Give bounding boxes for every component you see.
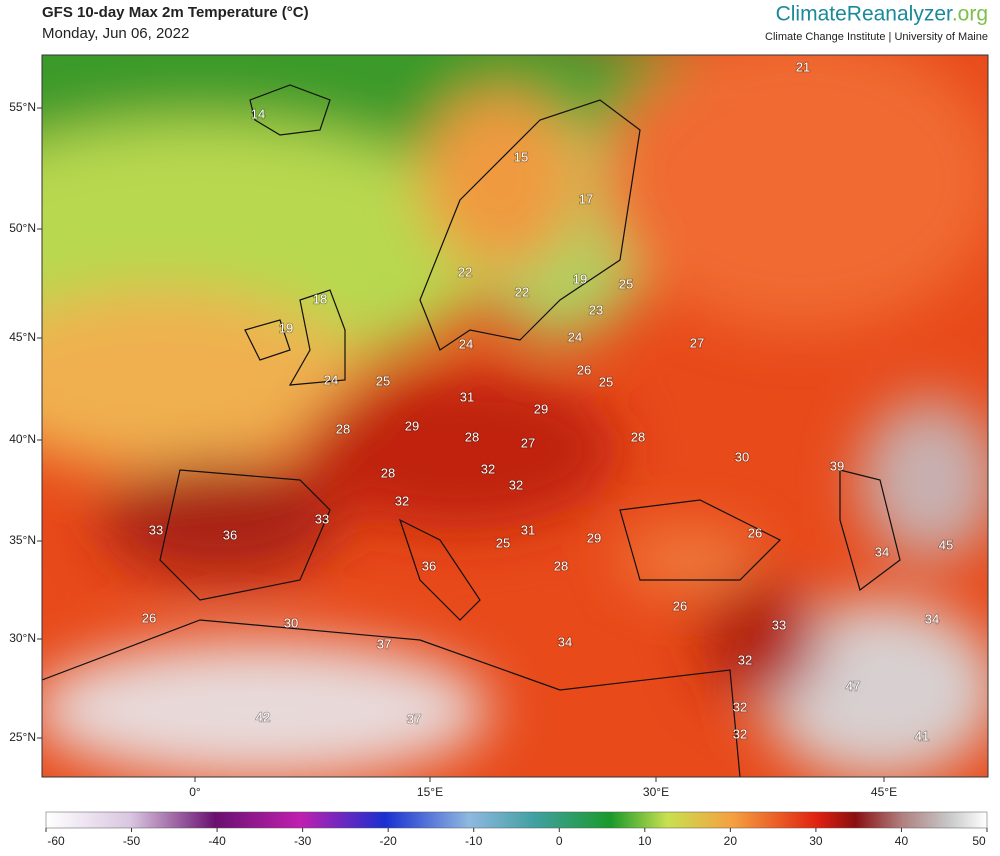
- lat-label: 40°N: [9, 432, 36, 446]
- lat-label: 30°N: [9, 631, 36, 645]
- temperature-label: 30: [284, 615, 298, 630]
- temperature-label: 24: [568, 329, 582, 344]
- temperature-label: 29: [587, 530, 601, 545]
- coastlines: [42, 84, 901, 777]
- temperature-label: 27: [521, 435, 535, 450]
- colorbar-label: -20: [380, 834, 398, 848]
- title: GFS 10-day Max 2m Temperature (°C): [42, 4, 309, 21]
- lon-label: 30°E: [643, 785, 669, 799]
- lon-label: 0°: [189, 785, 201, 799]
- temperature-label: 24: [324, 372, 338, 387]
- colorbar-label: -50: [123, 834, 141, 848]
- temperature-label: 28: [465, 429, 479, 444]
- colorbar-label: -40: [208, 834, 226, 848]
- temperature-label: 28: [631, 429, 645, 444]
- colorbar-label: -10: [465, 834, 483, 848]
- temperature-label: 29: [405, 418, 419, 433]
- lon-label: 15°E: [417, 785, 443, 799]
- temperature-label: 28: [554, 558, 568, 573]
- brand: ClimateReanalyzer: [776, 3, 953, 26]
- temperature-label: 27: [690, 335, 704, 350]
- temperature-label: 25: [376, 373, 390, 388]
- temperature-label: 36: [422, 558, 436, 573]
- temperature-label: 32: [481, 461, 495, 476]
- temperature-label: 32: [509, 477, 523, 492]
- temperature-label: 24: [459, 336, 473, 351]
- temperature-label: 30: [735, 449, 749, 464]
- lat-label: 55°N: [9, 100, 36, 114]
- temperature-label: 42: [256, 709, 270, 724]
- temperature-label: 34: [558, 634, 572, 649]
- lat-label: 50°N: [9, 221, 36, 235]
- temperature-label: 29: [534, 401, 548, 416]
- temperature-label: 31: [460, 389, 474, 404]
- colorbar-label: 40: [895, 834, 909, 848]
- temperature-label: 21: [796, 59, 810, 74]
- date: Monday, Jun 06, 2022: [42, 25, 189, 42]
- colorbar-label: 0: [556, 834, 563, 848]
- temperature-label: 23: [589, 302, 603, 317]
- temperature-label: 36: [223, 527, 237, 542]
- temperature-label: 22: [515, 284, 529, 299]
- temperature-label: 33: [772, 617, 786, 632]
- temperature-label: 37: [407, 711, 421, 726]
- temperature-label: 39: [830, 458, 844, 473]
- temperature-label: 34: [875, 544, 889, 559]
- temperature-label: 25: [619, 276, 633, 291]
- temperature-label: 33: [315, 511, 329, 526]
- lat-label: 35°N: [9, 533, 36, 547]
- colorbar-label: 50: [972, 834, 986, 848]
- colorbar-label: 30: [809, 834, 823, 848]
- temperature-label: 32: [395, 493, 409, 508]
- colorbar: [45, 811, 988, 829]
- temperature-label: 18: [313, 291, 327, 306]
- temperature-label: 25: [496, 535, 510, 550]
- map-frame: [41, 54, 989, 778]
- temperature-label: 32: [733, 699, 747, 714]
- temperature-label: 26: [142, 610, 156, 625]
- map: [42, 55, 988, 777]
- temperature-label: 19: [573, 271, 587, 286]
- temperature-label: 17: [579, 191, 593, 206]
- lon-label: 45°E: [871, 785, 897, 799]
- temperature-label: 41: [915, 728, 929, 743]
- temperature-label: 37: [377, 636, 391, 651]
- credit: Climate Change Institute | University of…: [765, 31, 988, 43]
- temperature-label: 25: [599, 374, 613, 389]
- temperature-label: 26: [577, 362, 591, 377]
- temperature-label: 45: [939, 537, 953, 552]
- temperature-label: 32: [733, 726, 747, 741]
- temperature-label: 28: [336, 421, 350, 436]
- lat-label: 45°N: [9, 330, 36, 344]
- brand-suffix: .org: [952, 3, 988, 26]
- temperature-label: 26: [673, 598, 687, 613]
- temperature-label: 34: [925, 611, 939, 626]
- temperature-label: 15: [514, 149, 528, 164]
- colorbar-label: -60: [47, 834, 65, 848]
- colorbar-label: 20: [724, 834, 738, 848]
- temperature-label: 14: [251, 106, 265, 121]
- temperature-label: 28: [381, 465, 395, 480]
- colorbar-label: 10: [638, 834, 652, 848]
- temperature-label: 19: [279, 320, 293, 335]
- temperature-label: 32: [738, 652, 752, 667]
- temperature-label: 31: [521, 522, 535, 537]
- temperature-label: 33: [149, 522, 163, 537]
- temperature-label: 26: [748, 525, 762, 540]
- colorbar-label: -30: [294, 834, 312, 848]
- temperature-label: 22: [458, 264, 472, 279]
- lat-label: 25°N: [9, 730, 36, 744]
- temperature-label: 47: [846, 678, 860, 693]
